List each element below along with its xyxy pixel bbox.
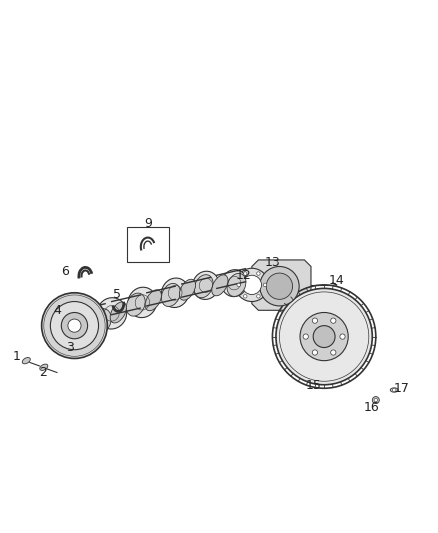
Text: 4: 4 <box>53 304 61 317</box>
Ellipse shape <box>180 279 195 300</box>
Circle shape <box>312 350 318 355</box>
Text: 1: 1 <box>13 350 21 363</box>
Ellipse shape <box>193 271 219 300</box>
Ellipse shape <box>212 275 228 296</box>
Ellipse shape <box>222 270 247 297</box>
Circle shape <box>257 272 260 275</box>
Circle shape <box>42 293 107 359</box>
Circle shape <box>303 334 308 339</box>
Circle shape <box>300 312 348 361</box>
Ellipse shape <box>227 273 246 296</box>
Circle shape <box>266 273 293 300</box>
Ellipse shape <box>110 302 126 323</box>
Ellipse shape <box>97 298 127 329</box>
Ellipse shape <box>90 309 111 334</box>
Circle shape <box>61 312 88 339</box>
Ellipse shape <box>128 287 157 318</box>
Text: 14: 14 <box>328 274 344 287</box>
Text: 2: 2 <box>39 366 47 379</box>
Text: 6: 6 <box>61 265 69 278</box>
Ellipse shape <box>22 358 30 364</box>
Ellipse shape <box>194 274 213 298</box>
Circle shape <box>244 272 247 275</box>
Text: 3: 3 <box>66 341 74 353</box>
Circle shape <box>257 295 260 298</box>
Ellipse shape <box>40 364 48 370</box>
Circle shape <box>68 319 81 332</box>
Circle shape <box>50 302 99 350</box>
Polygon shape <box>252 260 311 310</box>
Circle shape <box>392 388 396 392</box>
Circle shape <box>263 283 267 287</box>
Circle shape <box>374 398 378 402</box>
Circle shape <box>312 318 318 324</box>
Text: 17: 17 <box>394 382 410 395</box>
Text: 5: 5 <box>113 288 121 302</box>
Circle shape <box>276 288 372 385</box>
Ellipse shape <box>161 284 180 306</box>
Circle shape <box>313 326 335 348</box>
Circle shape <box>331 318 336 324</box>
Text: 16: 16 <box>364 401 379 414</box>
Ellipse shape <box>126 293 145 316</box>
Text: 15: 15 <box>305 379 321 392</box>
Circle shape <box>237 283 240 287</box>
Text: 12: 12 <box>235 269 251 282</box>
Circle shape <box>235 268 268 302</box>
Circle shape <box>331 350 336 355</box>
Ellipse shape <box>390 388 398 392</box>
Circle shape <box>340 334 345 339</box>
Bar <box>127 227 169 262</box>
Circle shape <box>242 275 261 295</box>
Circle shape <box>372 397 379 403</box>
Ellipse shape <box>162 278 189 308</box>
Circle shape <box>244 295 247 298</box>
Circle shape <box>260 266 299 306</box>
Text: 13: 13 <box>265 256 280 270</box>
Ellipse shape <box>145 290 161 311</box>
Text: 9: 9 <box>144 217 152 230</box>
